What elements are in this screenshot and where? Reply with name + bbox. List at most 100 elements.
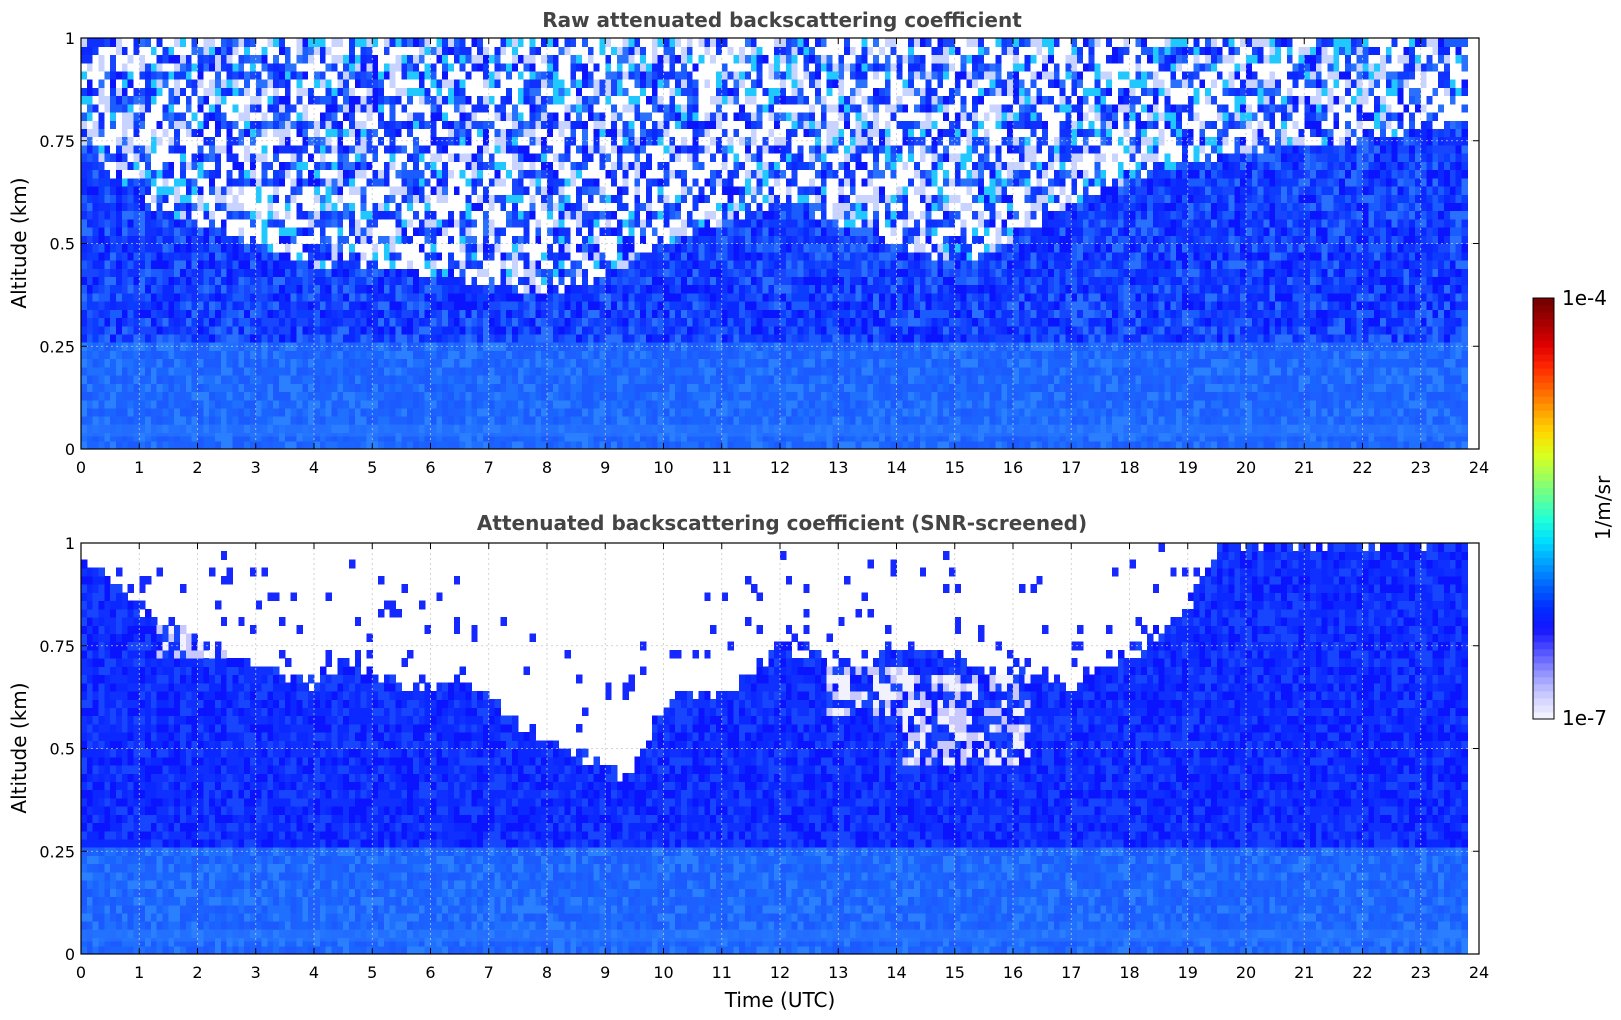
heatmap-cell (267, 416, 274, 425)
heatmap-cell (325, 103, 333, 113)
heatmap-cell (92, 350, 100, 360)
heatmap-cell (354, 391, 362, 401)
heatmap-cell (104, 87, 111, 97)
heatmap-cell (203, 301, 210, 310)
heatmap-cell (640, 276, 647, 286)
heatmap-cell (261, 235, 268, 245)
heatmap-cell (290, 333, 298, 343)
heatmap-cell (401, 375, 408, 384)
heatmap-cell (290, 251, 298, 261)
heatmap-cell (92, 79, 100, 88)
heatmap-cell (226, 292, 234, 302)
heatmap-cell (98, 251, 105, 261)
heatmap-cell (267, 62, 274, 72)
heatmap-cell (477, 194, 484, 203)
heatmap-cell (174, 161, 181, 171)
heatmap-cell (238, 309, 245, 319)
heatmap-cell (302, 227, 309, 236)
heatmap-cell (535, 235, 542, 245)
heatmap-cell (319, 391, 327, 401)
heatmap-cell (337, 185, 344, 195)
heatmap-cell (465, 136, 472, 146)
heatmap-cell (261, 136, 268, 146)
heatmap-cell (500, 375, 507, 384)
heatmap-cell (436, 292, 443, 302)
heatmap-cell (383, 120, 391, 130)
heatmap-cell (127, 358, 135, 368)
heatmap-cell (459, 317, 467, 327)
heatmap-cell (180, 366, 187, 376)
heatmap-cell (319, 366, 327, 376)
heatmap-cell (150, 120, 158, 130)
heatmap-cell (209, 243, 216, 253)
heatmap-cell (628, 46, 635, 56)
heatmap-cell (424, 416, 432, 425)
heatmap-cell (209, 333, 216, 343)
heatmap-cell (541, 432, 548, 442)
heatmap-cell (413, 79, 420, 88)
heatmap-cell (576, 194, 583, 203)
heatmap-cell (512, 227, 519, 236)
heatmap-cell (150, 54, 158, 64)
heatmap-cell (110, 333, 117, 343)
heatmap-cell (284, 358, 292, 368)
heatmap-cell (139, 383, 146, 393)
heatmap-cell (92, 399, 100, 409)
heatmap-cell (284, 276, 292, 286)
heatmap-cell (418, 284, 426, 294)
heatmap-cell (418, 210, 426, 220)
heatmap-cell (465, 95, 472, 105)
heatmap-cell (378, 333, 385, 343)
heatmap-cell (453, 251, 461, 261)
heatmap-cell (430, 177, 437, 187)
heatmap-cell (517, 95, 525, 105)
heatmap-cell (401, 210, 408, 220)
heatmap-cell (255, 111, 263, 121)
heatmap-cell (279, 46, 286, 56)
heatmap-cell (348, 87, 356, 97)
heatmap-cell (226, 243, 234, 253)
heatmap-cell (389, 350, 397, 360)
heatmap-cell (180, 70, 187, 80)
heatmap-cell (634, 218, 641, 228)
heatmap-cell (593, 292, 601, 302)
heatmap-cell (471, 153, 478, 162)
heatmap-cell (576, 416, 583, 425)
heatmap-cell (279, 292, 286, 302)
heatmap-cell (616, 227, 624, 236)
heatmap-cell (104, 325, 111, 335)
heatmap-cell (424, 317, 432, 327)
heatmap-cell (232, 358, 239, 368)
heatmap-cell (581, 210, 589, 220)
heatmap-cell (512, 210, 519, 220)
heatmap-cell (471, 251, 478, 261)
heatmap-cell (418, 259, 426, 269)
heatmap-cell (634, 235, 641, 245)
heatmap-cell (255, 70, 263, 80)
heatmap-cell (127, 350, 135, 360)
heatmap-cell (564, 128, 571, 138)
heatmap-cell (529, 153, 536, 162)
heatmap-cell (453, 333, 461, 343)
heatmap-cell (383, 440, 391, 450)
heatmap-cell (145, 350, 152, 360)
heatmap-cell (465, 185, 472, 195)
heatmap-cell (477, 235, 484, 245)
heatmap-cell (453, 416, 461, 425)
heatmap-cell (174, 366, 181, 376)
heatmap-cell (581, 218, 589, 228)
heatmap-cell (372, 120, 379, 130)
heatmap-cell (547, 194, 554, 203)
heatmap-cell (453, 79, 461, 88)
heatmap-cell (430, 111, 437, 121)
heatmap-cell (389, 366, 397, 376)
heatmap-cell (471, 292, 478, 302)
heatmap-cell (547, 284, 554, 294)
heatmap-cell (459, 161, 467, 171)
heatmap-cell (308, 111, 315, 121)
heatmap-cell (389, 128, 397, 138)
heatmap-cell (302, 243, 309, 253)
heatmap-cell (366, 79, 373, 88)
heatmap-cell (273, 383, 280, 393)
heatmap-cell (127, 161, 135, 171)
